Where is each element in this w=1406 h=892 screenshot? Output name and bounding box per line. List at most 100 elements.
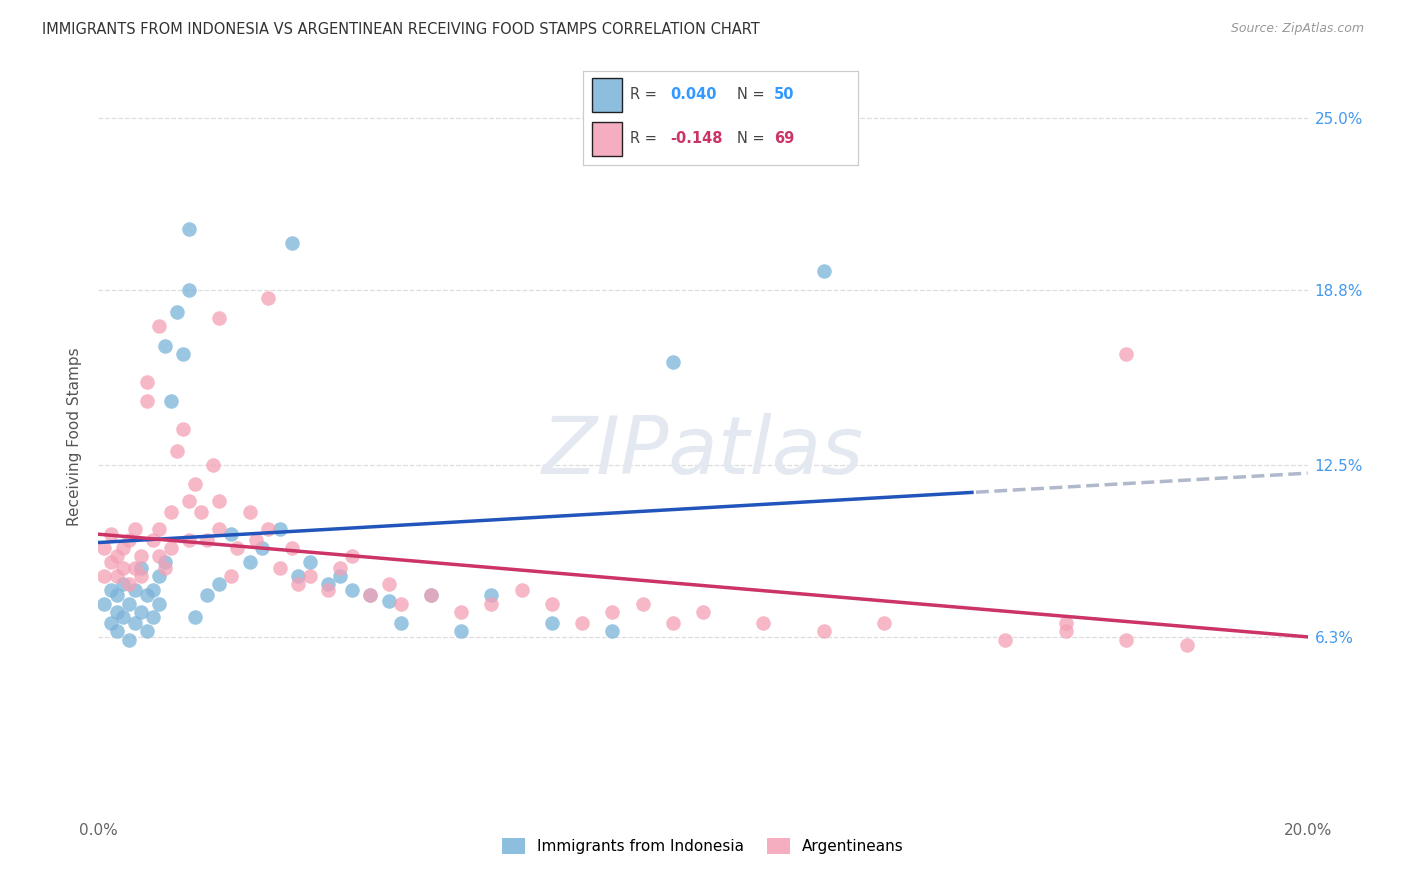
Text: N =: N = xyxy=(737,87,769,103)
Point xyxy=(510,582,533,597)
Point xyxy=(179,494,201,508)
Text: ZIPatlas: ZIPatlas xyxy=(541,413,865,491)
Point xyxy=(148,597,170,611)
Text: Source: ZipAtlas.com: Source: ZipAtlas.com xyxy=(1230,22,1364,36)
Point xyxy=(692,605,714,619)
Point xyxy=(118,577,141,591)
Point xyxy=(256,522,278,536)
Point xyxy=(287,569,309,583)
Text: 69: 69 xyxy=(775,131,794,146)
Point xyxy=(111,610,134,624)
Point xyxy=(602,605,624,619)
Point xyxy=(160,394,183,409)
Point xyxy=(450,624,472,639)
Point xyxy=(1175,638,1198,652)
Point xyxy=(135,588,157,602)
Point xyxy=(420,588,443,602)
Point xyxy=(129,560,152,574)
Point xyxy=(256,291,278,305)
Point xyxy=(118,632,141,647)
Point xyxy=(195,533,218,547)
Point xyxy=(281,235,304,250)
Point xyxy=(873,615,896,630)
Point xyxy=(316,582,339,597)
Point xyxy=(129,569,152,583)
Point xyxy=(124,522,146,536)
Point xyxy=(631,597,654,611)
Point xyxy=(752,615,775,630)
Point xyxy=(118,533,141,547)
Point xyxy=(1115,347,1137,361)
Point xyxy=(221,527,243,541)
Point xyxy=(105,605,128,619)
Point xyxy=(142,610,165,624)
Point xyxy=(93,569,115,583)
Point xyxy=(360,588,382,602)
Point xyxy=(661,355,683,369)
Point xyxy=(166,444,188,458)
Point xyxy=(420,588,443,602)
Point xyxy=(239,505,262,519)
Point xyxy=(316,577,339,591)
Point xyxy=(377,577,399,591)
Point xyxy=(1054,615,1077,630)
Point xyxy=(172,422,194,436)
Point xyxy=(299,555,322,569)
Point xyxy=(221,569,243,583)
Point xyxy=(208,310,231,325)
Point xyxy=(179,533,201,547)
Point xyxy=(179,283,201,297)
Point xyxy=(148,549,170,564)
Point xyxy=(124,560,146,574)
Point xyxy=(111,577,134,591)
Point xyxy=(239,555,262,569)
Point xyxy=(93,597,115,611)
Point xyxy=(172,347,194,361)
Point xyxy=(602,624,624,639)
Point xyxy=(124,582,146,597)
Point xyxy=(93,541,115,555)
Point xyxy=(195,588,218,602)
Point xyxy=(190,505,212,519)
Point xyxy=(342,582,364,597)
Point xyxy=(142,582,165,597)
Point xyxy=(105,569,128,583)
Point xyxy=(342,549,364,564)
Text: IMMIGRANTS FROM INDONESIA VS ARGENTINEAN RECEIVING FOOD STAMPS CORRELATION CHART: IMMIGRANTS FROM INDONESIA VS ARGENTINEAN… xyxy=(42,22,759,37)
Point xyxy=(148,569,170,583)
Point xyxy=(135,375,157,389)
Point xyxy=(377,594,399,608)
Point xyxy=(100,527,122,541)
Point xyxy=(142,533,165,547)
Text: R =: R = xyxy=(630,131,662,146)
Point xyxy=(100,582,122,597)
Point xyxy=(571,615,593,630)
Point xyxy=(166,305,188,319)
Point xyxy=(813,624,835,639)
Point xyxy=(481,597,503,611)
Point xyxy=(129,549,152,564)
Point xyxy=(813,263,835,277)
Point xyxy=(208,577,231,591)
Point xyxy=(100,615,122,630)
Point xyxy=(105,624,128,639)
Point xyxy=(661,615,683,630)
Point xyxy=(184,610,207,624)
Point xyxy=(299,569,322,583)
Point xyxy=(481,588,503,602)
Point xyxy=(153,555,176,569)
Point xyxy=(202,458,225,472)
Text: 0.040: 0.040 xyxy=(669,87,716,103)
Point xyxy=(269,522,291,536)
Point xyxy=(269,560,291,574)
Point xyxy=(329,560,352,574)
Point xyxy=(105,588,128,602)
Text: -0.148: -0.148 xyxy=(669,131,723,146)
Point xyxy=(100,555,122,569)
Point xyxy=(540,615,562,630)
Point xyxy=(148,319,170,334)
Point xyxy=(208,494,231,508)
Text: N =: N = xyxy=(737,131,769,146)
Point xyxy=(208,522,231,536)
Point xyxy=(281,541,304,555)
